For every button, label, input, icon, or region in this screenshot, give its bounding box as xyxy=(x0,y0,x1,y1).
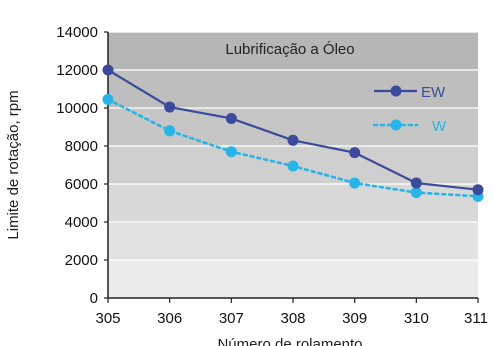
data-point-ew xyxy=(410,177,422,189)
data-point-w xyxy=(164,125,176,137)
y-tick-label: 12000 xyxy=(56,62,98,79)
y-tick-label: 14000 xyxy=(56,24,98,41)
legend-label: W xyxy=(432,118,447,135)
data-point-ew xyxy=(102,64,114,76)
legend: EW W xyxy=(372,84,447,135)
x-tick-label: 307 xyxy=(219,310,244,327)
gridlines xyxy=(108,31,478,261)
series-ew xyxy=(102,64,484,196)
series-group xyxy=(102,64,484,202)
x-tick-label: 309 xyxy=(342,310,367,327)
y-tick-label: 8000 xyxy=(65,138,98,155)
y-tick-label: 4000 xyxy=(65,214,98,231)
plot-band xyxy=(108,222,478,260)
axes xyxy=(104,31,479,303)
data-point-w xyxy=(349,177,361,189)
data-point-ew xyxy=(164,101,176,113)
y-tick-label: 6000 xyxy=(65,176,98,193)
data-point-ew xyxy=(287,134,299,146)
y-tick-labels: 0 2000 4000 6000 8000 10000 12000 14000 xyxy=(56,24,98,307)
y-tick-label: 2000 xyxy=(65,252,98,269)
plot-band xyxy=(108,260,478,298)
plot-band xyxy=(108,184,478,222)
legend-item-w: W xyxy=(372,118,447,135)
series-w xyxy=(102,93,484,202)
x-tick-label: 305 xyxy=(95,310,120,327)
x-tick-label: 311 xyxy=(464,310,488,327)
data-point-ew xyxy=(349,147,361,159)
chart-title: Lubrificação a Óleo xyxy=(225,41,354,58)
x-axis-label: Número de rolamento xyxy=(217,336,362,346)
y-tick-label: 0 xyxy=(90,290,98,307)
y-axis-label: Limite de rotação, rpm xyxy=(5,90,22,239)
data-point-w xyxy=(225,146,237,158)
legend-label: EW xyxy=(421,84,446,101)
x-tick-label: 308 xyxy=(280,310,305,327)
data-point-w xyxy=(287,160,299,172)
x-tick-label: 310 xyxy=(404,310,429,327)
x-tick-labels: 305 306 307 308 309 310 311 xyxy=(95,310,487,327)
legend-marker xyxy=(390,119,402,131)
data-point-ew xyxy=(472,184,484,196)
data-point-ew xyxy=(225,112,237,124)
y-tick-label: 10000 xyxy=(56,100,98,117)
plot-band xyxy=(108,32,478,70)
legend-item-ew: EW xyxy=(374,84,446,101)
data-point-w xyxy=(410,187,422,199)
data-point-w xyxy=(102,93,114,105)
x-tick-label: 306 xyxy=(157,310,182,327)
legend-marker xyxy=(390,85,402,97)
